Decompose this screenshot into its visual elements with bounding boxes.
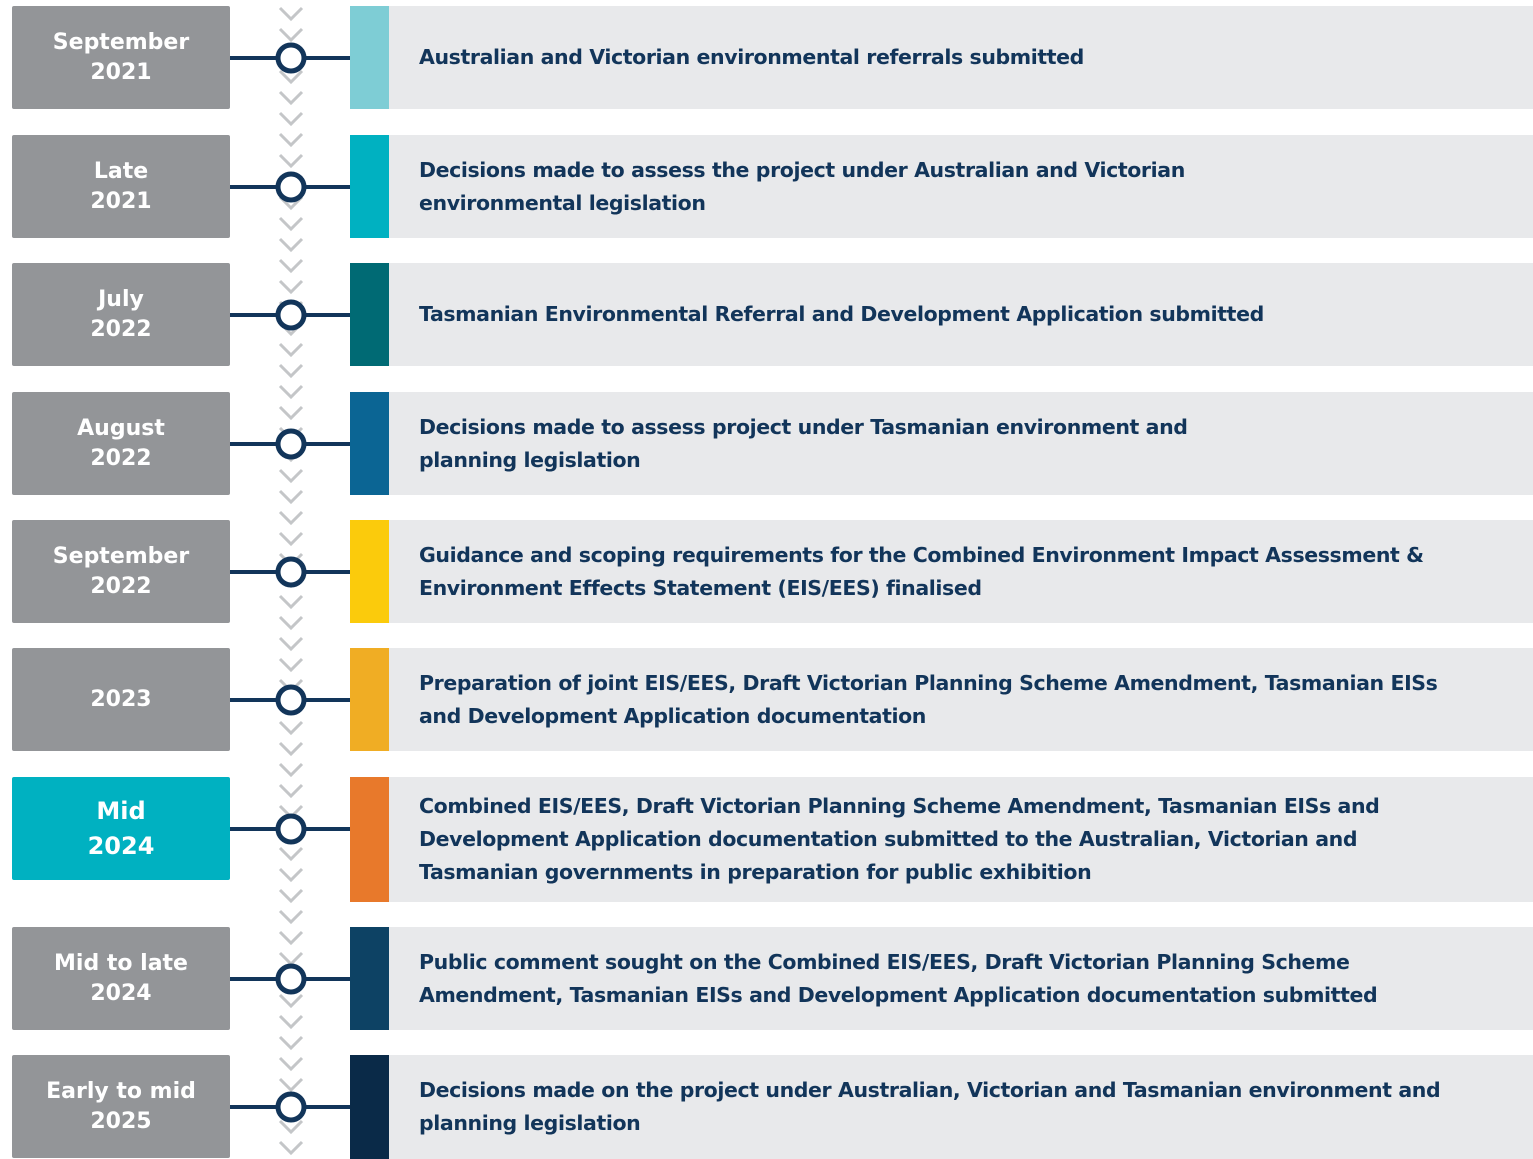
timeline-node [275, 684, 307, 716]
timeline-node [275, 813, 307, 845]
chevron [278, 405, 304, 421]
chevron [278, 1014, 304, 1030]
date-label: Mid 2024 [12, 777, 230, 880]
chevron [278, 90, 304, 106]
milestone-text: Public comment sought on the Combined EI… [419, 949, 1378, 1007]
color-strip [350, 392, 389, 495]
color-strip [350, 648, 389, 751]
timeline-node [275, 299, 307, 331]
chevron [278, 720, 304, 736]
chevron [278, 489, 304, 505]
milestone-text: Preparation of joint EIS/EES, Draft Vict… [419, 670, 1438, 728]
chevron [278, 132, 304, 148]
milestone-box: Preparation of joint EIS/EES, Draft Vict… [389, 648, 1533, 751]
timeline-node [275, 1091, 307, 1123]
milestone-text: Combined EIS/EES, Draft Victorian Planni… [419, 794, 1380, 884]
chevron [278, 216, 304, 232]
chevron [278, 1119, 304, 1135]
date-label: Mid to late 2024 [12, 927, 230, 1030]
date-label: September 2022 [12, 520, 230, 623]
color-strip [350, 135, 389, 238]
color-strip [350, 927, 389, 1030]
chevron [278, 993, 304, 1009]
chevron [278, 258, 304, 274]
date-label: September 2021 [12, 6, 230, 109]
date-label: August 2022 [12, 392, 230, 495]
chevron [278, 657, 304, 673]
chevron [278, 237, 304, 253]
timeline-node [275, 556, 307, 588]
chevron [278, 615, 304, 631]
chevron [278, 27, 304, 43]
chevron [278, 846, 304, 862]
timeline-node [275, 963, 307, 995]
chevron [278, 384, 304, 400]
milestone-text: Decisions made on the project under Aust… [419, 1078, 1441, 1135]
chevron [278, 1035, 304, 1051]
date-label: Early to mid 2025 [12, 1055, 230, 1158]
timeline-node [275, 42, 307, 74]
milestone-box: Public comment sought on the Combined EI… [389, 927, 1533, 1030]
chevron [278, 363, 304, 379]
chevron [278, 1077, 304, 1093]
chevron [278, 468, 304, 484]
chevron [278, 153, 304, 169]
chevron [278, 867, 304, 883]
chevron [278, 531, 304, 547]
date-label: July 2022 [12, 263, 230, 366]
chevron [278, 342, 304, 358]
color-strip [350, 777, 389, 902]
color-strip [350, 6, 389, 109]
milestone-box: Guidance and scoping requirements for th… [389, 520, 1533, 623]
milestone-text: Australian and Victorian environmental r… [419, 45, 1084, 69]
chevron [278, 594, 304, 610]
chevron [278, 1056, 304, 1072]
milestone-text: Decisions made to assess the project und… [419, 157, 1185, 215]
chevron [278, 1140, 304, 1156]
milestone-box: Decisions made on the project under Aust… [389, 1055, 1533, 1159]
milestone-text: Decisions made to assess project under T… [419, 414, 1188, 472]
chevron [278, 909, 304, 925]
chevron [278, 510, 304, 526]
date-label: Late 2021 [12, 135, 230, 238]
timeline-node [275, 171, 307, 203]
chevron [278, 636, 304, 652]
chevron [278, 6, 304, 22]
milestone-text: Tasmanian Environmental Referral and Dev… [419, 302, 1264, 326]
color-strip [350, 520, 389, 623]
chevron [278, 930, 304, 946]
milestone-box: Decisions made to assess project under T… [389, 392, 1533, 495]
milestone-text: Guidance and scoping requirements for th… [419, 542, 1424, 600]
milestone-box: Tasmanian Environmental Referral and Dev… [389, 263, 1533, 366]
timeline-node [275, 428, 307, 460]
milestone-box: Combined EIS/EES, Draft Victorian Planni… [389, 777, 1533, 902]
chevron [278, 279, 304, 295]
milestone-box: Decisions made to assess the project und… [389, 135, 1533, 238]
chevron [278, 195, 304, 211]
chevron [278, 111, 304, 127]
milestone-box: Australian and Victorian environmental r… [389, 6, 1533, 109]
chevron [278, 783, 304, 799]
color-strip [350, 263, 389, 366]
chevron [278, 69, 304, 85]
chevron [278, 888, 304, 904]
chevron [278, 741, 304, 757]
color-strip [350, 1055, 389, 1159]
chevron [278, 762, 304, 778]
chevron [278, 951, 304, 967]
date-label: 2023 [12, 648, 230, 751]
